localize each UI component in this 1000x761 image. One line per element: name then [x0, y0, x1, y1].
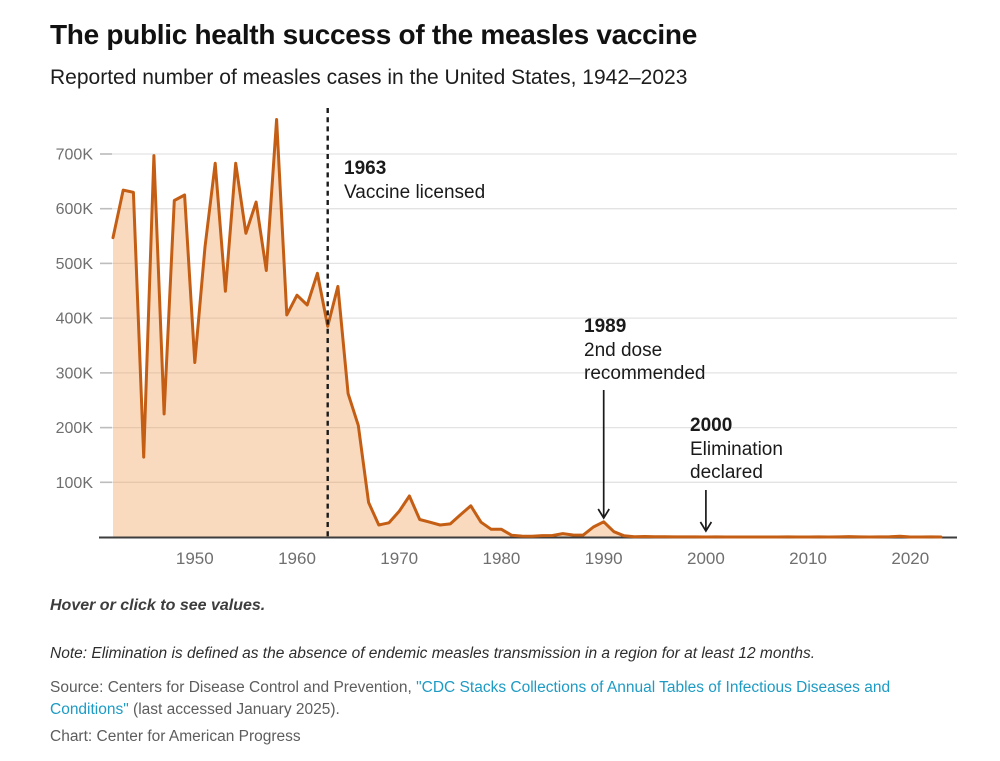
hover-instruction: Hover or click to see values.: [50, 597, 266, 614]
x-axis-label: 2020: [891, 549, 929, 568]
y-axis-label: 400K: [56, 311, 94, 328]
source-link[interactable]: "CDC Stacks Collections of Annual Tables…: [50, 679, 891, 718]
annotation-1989-second-dose: 1989 2nd dose recommended: [584, 315, 705, 386]
chart-credit: Chart: Center for American Progress: [50, 728, 301, 745]
x-axis-label: 1990: [585, 549, 623, 568]
annotation-year: 1963: [344, 158, 387, 179]
y-axis-label: 600K: [56, 201, 94, 218]
annotation-label: Elimination: [690, 438, 783, 460]
y-axis-label: 700K: [56, 147, 94, 164]
annotation-label: 2nd dose: [584, 339, 663, 361]
page-title: The public health success of the measles…: [50, 19, 697, 50]
annotation-year: 2000: [690, 415, 733, 436]
note-text: Note: Elimination is defined as the abse…: [50, 645, 816, 662]
annotation-label: declared: [690, 462, 763, 483]
source-prefix: Source: Centers for Disease Control and …: [50, 679, 417, 696]
x-axis-label: 2000: [687, 549, 725, 568]
annotation-label: Vaccine licensed: [344, 181, 486, 203]
source-suffix: (last accessed January 2025).: [128, 701, 340, 718]
source-line: Source: Centers for Disease Control and …: [50, 677, 950, 721]
trend-line[interactable]: [111, 118, 943, 539]
y-axis-label: 100K: [56, 475, 94, 492]
plot-canvas[interactable]: 100K 200K 300K 400K 500K 600K 700K 1950 1960 1970…: [0, 100, 1000, 575]
page-subtitle: Reported number of measles cases in the …: [50, 66, 688, 89]
annotation-arrowhead: [597, 508, 610, 520]
x-axis-label: 2010: [789, 549, 827, 568]
x-axis-label: 1960: [278, 549, 316, 568]
area-fill[interactable]: [113, 119, 941, 538]
annotation-year: 1989: [584, 316, 627, 337]
y-axis-label: 300K: [56, 365, 94, 382]
y-axis-label: 200K: [56, 420, 94, 437]
annotation-2000-elimination: 2000 Elimination declared: [690, 414, 783, 485]
x-axis-label: 1950: [176, 549, 214, 568]
annotation-arrowhead: [699, 521, 713, 533]
x-axis-label: 1970: [380, 549, 418, 568]
annotation-1963-vaccine-licensed: 1963 Vaccine licensed: [344, 157, 485, 204]
annotation-label: recommended: [584, 363, 706, 384]
measles-cases-area-chart: 100K 200K 300K 400K 500K 600K 700K 1950 1960 1970…: [0, 100, 1000, 575]
y-axis-label: 500K: [56, 256, 94, 273]
x-axis-label: 1980: [482, 549, 520, 568]
